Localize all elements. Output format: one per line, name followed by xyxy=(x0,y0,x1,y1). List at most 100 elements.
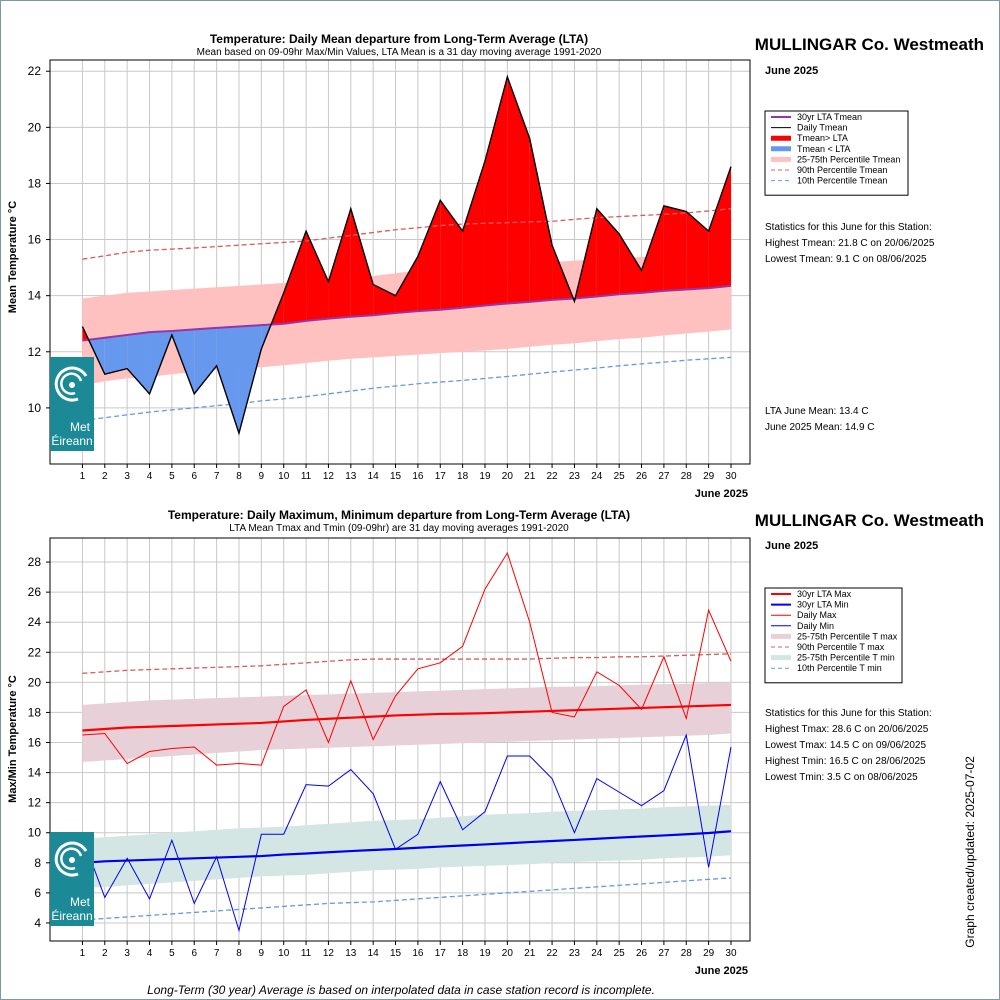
chart2-ytick-label-18: 18 xyxy=(28,705,42,719)
chart2-ytick-label-14: 14 xyxy=(28,766,42,780)
chart1-xtick-label-13: 13 xyxy=(345,471,357,482)
chart1-departure-fill-17-0 xyxy=(440,200,463,310)
chart2-xtick-label-13: 13 xyxy=(345,948,357,959)
chart2-daily-max-point-20 xyxy=(506,552,508,554)
chart1-xtick-label-8: 8 xyxy=(236,471,242,482)
chart2-daily-max-point-9 xyxy=(260,764,262,766)
chart2-daily-min-point-24 xyxy=(596,777,598,779)
chart2-plot-border xyxy=(49,537,751,942)
chart2-ytick-label-24: 24 xyxy=(28,615,42,629)
chart1-lta-tmean-point-12 xyxy=(327,317,329,319)
chart1-lta-tmean-point-21 xyxy=(529,301,531,303)
chart2-daily-min-point-10 xyxy=(283,833,285,835)
chart1-lta-tmean-point-20 xyxy=(506,302,508,304)
chart2-legend-label-6: 25-75th Percentile T min xyxy=(797,653,895,663)
chart1-legend-label-3: Tmean < LTA xyxy=(797,144,850,154)
chart2-daily-max-point-12 xyxy=(327,741,329,743)
chart2-daily-min-point-29 xyxy=(707,866,709,868)
chart2-daily-min-point-30 xyxy=(730,746,732,748)
logo-text-met: Met xyxy=(70,895,91,909)
chart1-lta-tmean-point-5 xyxy=(171,330,173,332)
chart1-departure-fill-3-0 xyxy=(127,332,150,394)
chart2-daily-max-point-3 xyxy=(126,762,128,764)
chart2-xtick-label-21: 21 xyxy=(524,948,536,959)
chart1-daily-tmean-point-25 xyxy=(618,233,620,235)
chart2-xtick-label-1: 1 xyxy=(80,948,86,959)
chart2-xtick-label-30: 30 xyxy=(725,948,737,959)
chart2-xtick-label-14: 14 xyxy=(368,948,380,959)
chart2-stats-low-tmax: Lowest Tmax: 14.5 C on 09/06/2025 xyxy=(765,740,926,751)
chart2-daily-max-point-7 xyxy=(215,764,217,766)
chart2-ytick-label-6: 6 xyxy=(34,886,41,900)
chart2-band-tmin-25-75 xyxy=(82,804,731,889)
chart2-subtitle: LTA Mean Tmax and Tmin (09-09hr) are 31 … xyxy=(229,523,569,534)
chart2-xtick-label-7: 7 xyxy=(214,948,220,959)
chart2-daily-max-point-11 xyxy=(305,689,307,691)
chart1-daily-tmean-point-20 xyxy=(506,76,508,78)
chart1-lta-tmean-point-23 xyxy=(573,297,575,299)
chart1-xtick-label-19: 19 xyxy=(479,471,491,482)
chart2-ytick-label-20: 20 xyxy=(28,675,42,689)
chart2-stats-high-tmin: Highest Tmin: 16.5 C on 28/06/2025 xyxy=(765,756,926,767)
chart2-daily-min-point-12 xyxy=(327,785,329,787)
chart2-ytick-label-10: 10 xyxy=(28,826,42,840)
chart2-daily-max-point-25 xyxy=(618,684,620,686)
chart1-daily-tmean-point-29 xyxy=(707,230,709,232)
chart1-lta-tmean-point-17 xyxy=(439,308,441,310)
chart1-daily-tmean-point-8 xyxy=(238,432,240,434)
chart1-ytick-label-20: 20 xyxy=(28,120,42,134)
chart2-daily-max-point-17 xyxy=(439,662,441,664)
chart2-daily-min-point-28 xyxy=(685,734,687,736)
chart1-daily-tmean-point-6 xyxy=(193,393,195,395)
chart2-daily-max-point-27 xyxy=(663,656,665,658)
chart2-title: Temperature: Daily Maximum, Minimum depa… xyxy=(168,508,630,522)
chart1-ytick-label-14: 14 xyxy=(28,289,42,303)
chart2-daily-min-point-18 xyxy=(461,829,463,831)
chart2-daily-max-point-6 xyxy=(193,746,195,748)
chart2-daily-max-point-2 xyxy=(104,732,106,734)
chart2-xtick-label-18: 18 xyxy=(457,948,469,959)
chart1-departure-fill-27-0 xyxy=(663,205,687,291)
chart2-daily-min-point-16 xyxy=(417,833,419,835)
chart1-xtick-label-30: 30 xyxy=(725,471,737,482)
chart1-daily-tmean-point-5 xyxy=(171,334,173,336)
chart2-xtick-label-9: 9 xyxy=(259,948,265,959)
chart1-subtitle: Mean based on 09-09hr Max/Min Values, LT… xyxy=(197,47,602,58)
chart1-lta-tmean-point-16 xyxy=(417,310,419,312)
chart1-departure-fill-20-0 xyxy=(507,76,530,304)
chart1-legend-box xyxy=(764,110,909,196)
chart2-legend-label-5: 90th Percentile T max xyxy=(797,642,885,652)
chart2-daily-max-point-18 xyxy=(461,645,463,647)
chart2-daily-max-point-30 xyxy=(730,660,732,662)
chart2-daily-max-point-15 xyxy=(394,695,396,697)
chart1-departure-fill-16-0 xyxy=(417,200,441,312)
chart2-daily-max-point-28 xyxy=(685,717,687,719)
chart1-lta-tmean-point-4 xyxy=(148,331,150,333)
chart2-xtick-label-26: 26 xyxy=(636,948,648,959)
chart2-legend-label-7: 10th Percentile T min xyxy=(797,663,882,673)
chart1-daily-tmean-point-21 xyxy=(529,137,531,139)
chart2-daily-max-point-8 xyxy=(238,762,240,764)
chart2-xtick-label-23: 23 xyxy=(569,948,581,959)
chart2-ytick-label-4: 4 xyxy=(34,916,41,930)
chart1-station: MULLINGAR Co. Westmeath xyxy=(755,35,984,54)
chart2-ytick-label-12: 12 xyxy=(28,796,42,810)
chart1-lta-tmean-point-30 xyxy=(730,285,732,287)
chart1-departure-fill-6-0 xyxy=(194,327,217,394)
chart1-lta-tmean-point-13 xyxy=(350,316,352,318)
chart2-xtick-label-25: 25 xyxy=(614,948,626,959)
chart1-daily-tmean-point-19 xyxy=(484,160,486,162)
chart1-lta-tmean-point-8 xyxy=(238,325,240,327)
chart1-departure-fill-2-0 xyxy=(104,334,128,375)
chart2-daily-max-point-29 xyxy=(707,609,709,611)
chart2-stats-high-tmax: Highest Tmax: 28.6 C on 20/06/2025 xyxy=(765,724,929,735)
chart1-stats-low: Lowest Tmean: 9.1 C on 08/06/2025 xyxy=(765,254,927,265)
chart1-legend-label-0: 30yr LTA Tmean xyxy=(797,112,862,122)
chart2-series-daily-max xyxy=(82,551,732,766)
chart2-daily-min-point-14 xyxy=(372,792,374,794)
chart2-xtick-label-24: 24 xyxy=(591,948,603,959)
chart2-xtick-label-3: 3 xyxy=(124,948,130,959)
logo-text-met: Met xyxy=(70,420,91,434)
chart1-month: June 2025 xyxy=(765,65,818,77)
